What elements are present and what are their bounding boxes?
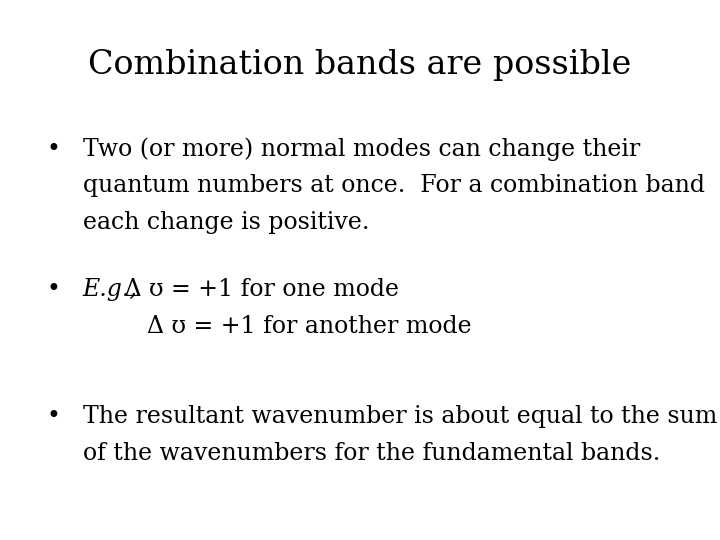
Text: •: • <box>47 138 60 161</box>
Text: •: • <box>47 405 60 428</box>
Text: Δ ʊ = +1 for another mode: Δ ʊ = +1 for another mode <box>117 315 472 338</box>
Text: Two (or more) normal modes can change their: Two (or more) normal modes can change th… <box>83 138 640 161</box>
Text: quantum numbers at once.  For a combination band: quantum numbers at once. For a combinati… <box>83 174 705 198</box>
Text: The resultant wavenumber is about equal to the sum: The resultant wavenumber is about equal … <box>83 405 717 428</box>
Text: of the wavenumbers for the fundamental bands.: of the wavenumbers for the fundamental b… <box>83 442 660 465</box>
Text: •: • <box>47 278 60 301</box>
Text: E.g.,: E.g., <box>83 278 138 301</box>
Text: Combination bands are possible: Combination bands are possible <box>89 49 631 80</box>
Text: each change is positive.: each change is positive. <box>83 211 369 234</box>
Text: Δ ʊ = +1 for one mode: Δ ʊ = +1 for one mode <box>117 278 400 301</box>
